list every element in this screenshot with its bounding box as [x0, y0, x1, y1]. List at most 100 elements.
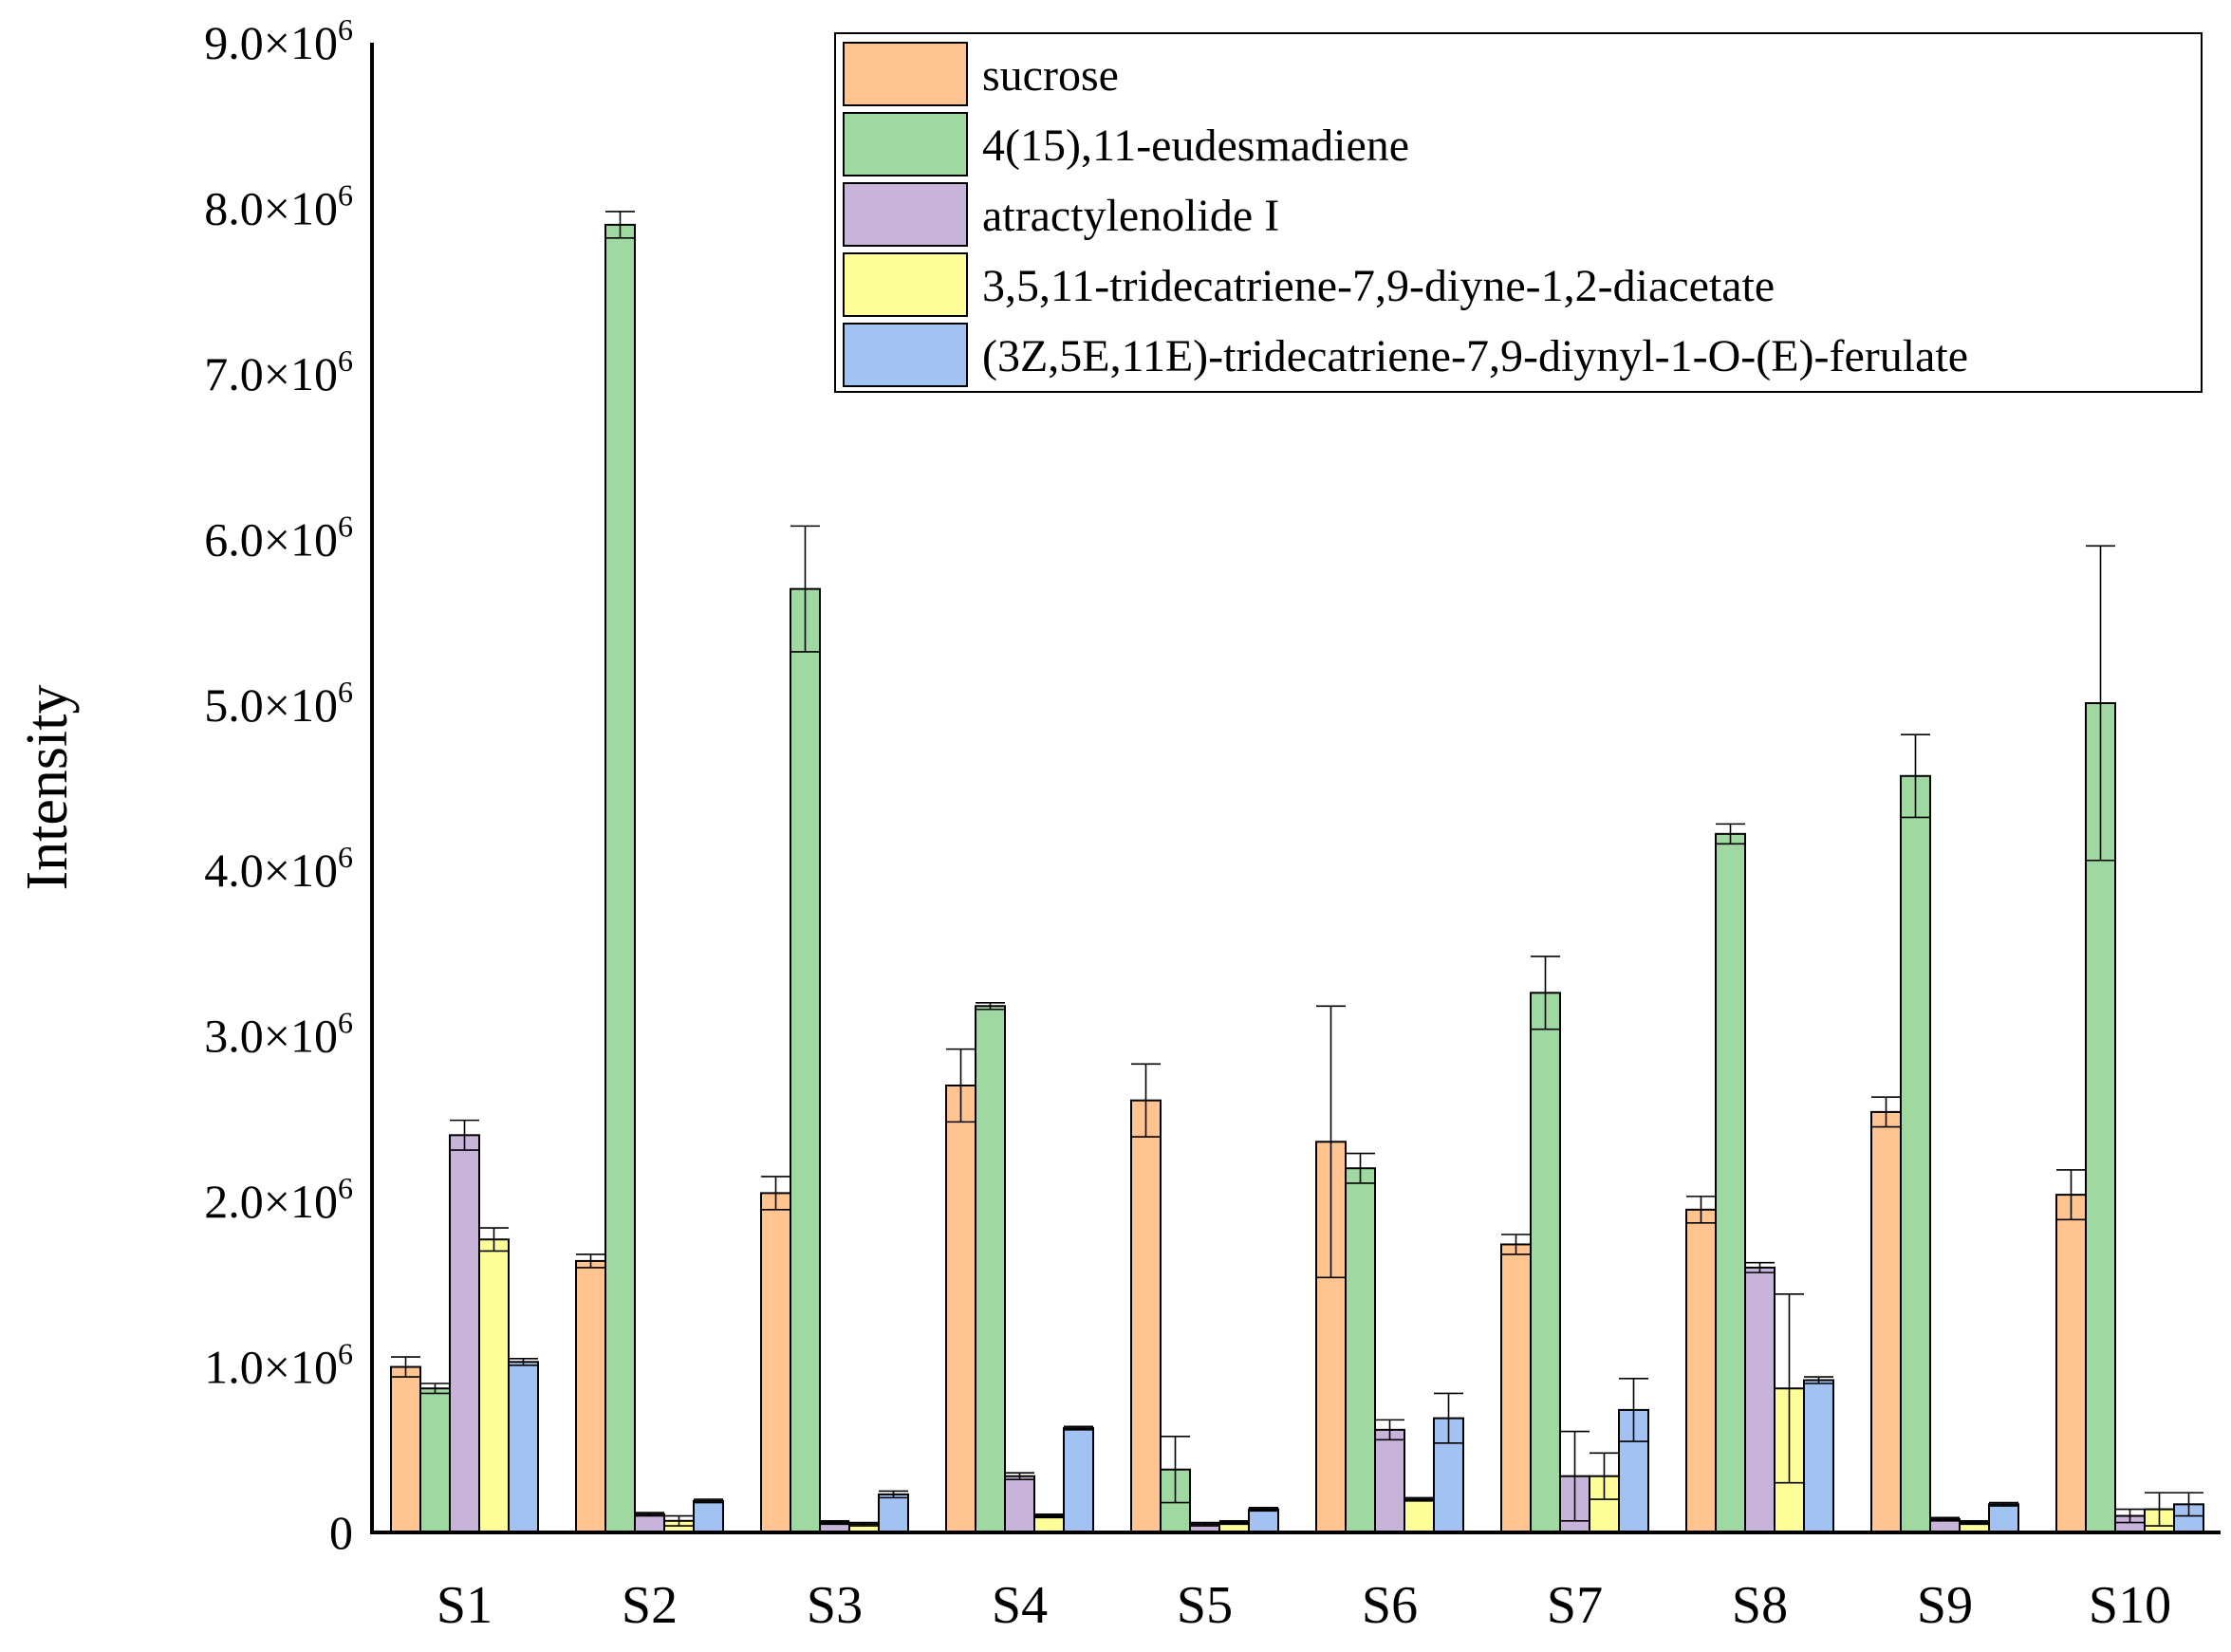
legend-swatch	[843, 323, 968, 387]
legend-box	[834, 32, 2203, 393]
error-bar-s3-series-4	[849, 1521, 879, 1527]
bar-s8-series-1	[1685, 1208, 1717, 1534]
error-bar-s5-series-4	[1219, 1519, 1249, 1526]
bar-s2-series-3	[634, 1513, 665, 1534]
bar-s4-series-2	[975, 1005, 1006, 1534]
y-tick-label: 1.0×106	[204, 1337, 353, 1394]
bar-s7-series-2	[1530, 992, 1561, 1534]
bar-s2-series-2	[604, 223, 636, 1533]
error-bar-s9-series-3	[1930, 1516, 1960, 1522]
error-bar-s5-series-1	[1131, 1063, 1161, 1138]
bar-s7-series-1	[1500, 1243, 1532, 1533]
bar-s9-series-1	[1870, 1110, 1902, 1534]
error-bar-s6-series-4	[1404, 1496, 1434, 1502]
error-bar-s8-series-5	[1804, 1376, 1833, 1384]
error-bars-layer	[391, 211, 2203, 1527]
legend-item-3: atractylenolide I	[843, 182, 1279, 247]
x-tick-label-s9: S9	[1917, 1576, 1973, 1635]
x-tick-label-s10: S10	[2089, 1576, 2171, 1635]
error-bar-s5-series-5	[1249, 1507, 1278, 1513]
error-bar-s1-series-4	[479, 1227, 509, 1253]
error-bar-s8-series-2	[1716, 823, 1745, 845]
bars-layer	[390, 223, 2204, 1534]
error-bar-s9-series-2	[1901, 733, 1930, 819]
bar-s1-series-5	[508, 1361, 539, 1534]
error-bar-s7-series-1	[1501, 1234, 1531, 1255]
x-ticks-layer: S1 S2 S3 S4 S5 S6 S7 S8 S9 S10	[437, 1576, 2171, 1635]
bar-s4-series-5	[1063, 1427, 1094, 1533]
error-bar-s8-series-3	[1745, 1261, 1775, 1273]
error-bar-s7-series-3	[1560, 1430, 1590, 1522]
bar-s4-series-3	[1004, 1475, 1035, 1533]
bar-s1-series-2	[419, 1387, 451, 1533]
bar-s9-series-5	[1988, 1503, 2019, 1534]
error-bar-s2-series-2	[605, 211, 635, 239]
error-bar-s10-series-4	[2145, 1492, 2174, 1527]
error-bar-s5-series-3	[1190, 1521, 1219, 1527]
bar-s3-series-1	[760, 1192, 791, 1534]
y-tick-label: 3.0×106	[204, 1006, 353, 1063]
bar-s6-series-3	[1374, 1428, 1405, 1534]
legend-label: 3,5,11-tridecatriene-7,9-diyne-1,2-diace…	[982, 261, 1775, 311]
bar-s1-series-3	[449, 1134, 480, 1534]
legend-item-2: 4(15),11-eudesmadiene	[843, 112, 1409, 176]
error-bar-s4-series-1	[946, 1048, 976, 1123]
error-bar-s2-series-3	[635, 1512, 664, 1517]
x-tick-label-s2: S2	[622, 1576, 678, 1635]
error-bar-s8-series-1	[1686, 1196, 1716, 1224]
bar-s10-series-1	[2055, 1194, 2087, 1533]
error-bar-s10-series-5	[2174, 1492, 2203, 1517]
error-bar-s10-series-1	[2056, 1169, 2086, 1221]
error-bar-s4-series-2	[976, 1001, 1005, 1011]
legend-label: 4(15),11-eudesmadiene	[982, 121, 1409, 171]
y-axis-title: Intensity	[15, 685, 80, 891]
y-tick-label: 7.0×106	[204, 343, 353, 400]
x-tick-label-s5: S5	[1177, 1576, 1233, 1635]
legend: sucrose 4(15),11-eudesmadiene atractylenol…	[834, 32, 2203, 393]
legend-swatch	[843, 182, 968, 247]
x-tick-label-s6: S6	[1362, 1576, 1418, 1635]
y-tick-label: 5.0×106	[204, 675, 353, 732]
bar-s4-series-1	[945, 1085, 976, 1533]
x-tick-label-s7: S7	[1547, 1576, 1603, 1635]
bar-s5-series-5	[1248, 1508, 1279, 1533]
error-bar-s6-series-1	[1316, 1005, 1346, 1279]
error-bar-s3-series-2	[790, 525, 820, 653]
error-bar-s4-series-4	[1034, 1513, 1064, 1519]
error-bar-s10-series-2	[2086, 545, 2115, 862]
bar-s1-series-1	[390, 1365, 421, 1533]
bar-s8-series-5	[1803, 1379, 1834, 1533]
error-bar-s6-series-3	[1375, 1419, 1404, 1441]
error-bar-s2-series-4	[664, 1514, 694, 1527]
error-bar-s8-series-4	[1775, 1293, 1804, 1484]
y-tick-label: 6.0×106	[204, 509, 353, 566]
legend-swatch	[843, 252, 968, 317]
error-bar-s2-series-5	[694, 1498, 723, 1504]
error-bar-s5-series-2	[1161, 1436, 1190, 1504]
error-bar-s6-series-2	[1346, 1152, 1375, 1184]
y-tick-label: 0	[329, 1506, 353, 1559]
error-bar-s1-series-2	[420, 1383, 450, 1395]
error-bar-s9-series-5	[1989, 1501, 2018, 1507]
legend-item-5: (3Z,5E,11E)-tridecatriene-7,9-diynyl-1-O…	[843, 323, 1968, 387]
y-tick-label: 4.0×106	[204, 840, 353, 897]
axes-layer	[370, 43, 2221, 1534]
error-bar-s3-series-1	[761, 1176, 790, 1211]
error-bar-s10-series-3	[2115, 1508, 2145, 1524]
error-bar-s4-series-3	[1005, 1472, 1034, 1480]
bar-s4-series-4	[1033, 1514, 1065, 1533]
bar-s2-series-5	[693, 1499, 724, 1534]
error-bar-s9-series-1	[1871, 1096, 1901, 1128]
error-bar-s1-series-3	[450, 1119, 479, 1151]
x-tick-label-s3: S3	[807, 1576, 863, 1635]
error-bar-s9-series-4	[1960, 1519, 1989, 1526]
bar-s1-series-4	[478, 1238, 510, 1533]
bar-s3-series-5	[878, 1493, 909, 1534]
bar-s6-series-2	[1345, 1167, 1376, 1533]
error-bar-s4-series-5	[1064, 1425, 1093, 1431]
error-bar-s1-series-1	[391, 1356, 420, 1378]
legend-swatch	[843, 42, 968, 106]
bar-s6-series-4	[1404, 1498, 1435, 1533]
